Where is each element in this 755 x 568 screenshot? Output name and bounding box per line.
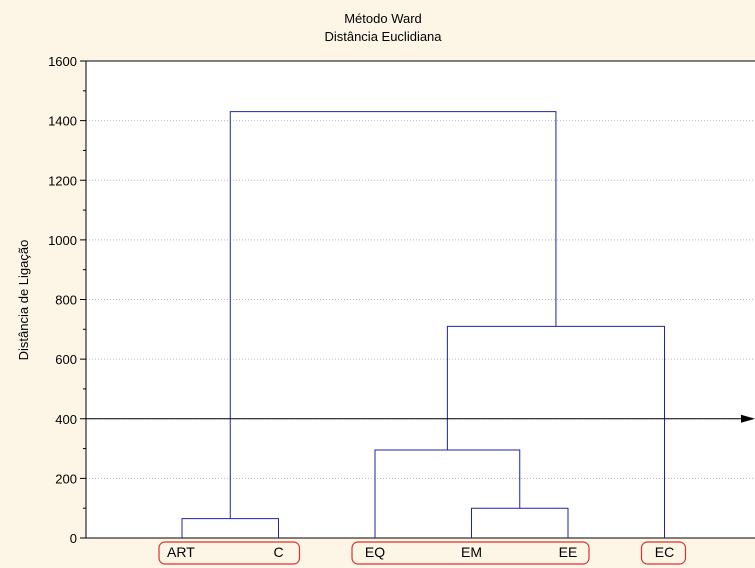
cut-line-arrow-icon (741, 414, 755, 423)
leaf-label: EE (559, 544, 578, 560)
leaf-group-box (158, 541, 301, 565)
branches (181, 111, 665, 538)
dendrogram-branch (181, 518, 279, 538)
plot-area (86, 61, 755, 538)
leaf-label: ART (167, 544, 195, 560)
chart-subtitle: Distância Euclidiana (324, 29, 442, 44)
chart-title: Método Ward (344, 11, 422, 26)
leaf-group-box (351, 541, 590, 565)
y-tick-label: 0 (70, 531, 77, 546)
dendrogram-branch (471, 507, 569, 538)
leaf-label: C (273, 544, 283, 560)
y-tick-label: 1000 (48, 233, 77, 248)
y-tick-label: 200 (55, 471, 77, 486)
y-tick-label: 400 (55, 412, 77, 427)
y-tick-label: 800 (55, 293, 77, 308)
y-tick-label: 1200 (48, 173, 77, 188)
dendrogram-branch (229, 111, 557, 519)
leaf-labels: ART C EQ EM EE EC (158, 541, 687, 565)
leaf-label: EQ (365, 544, 385, 560)
y-tick-label: 1400 (48, 114, 77, 129)
cut-line-group (86, 414, 755, 423)
leaf-group-box (640, 541, 687, 565)
leaf-label: EM (461, 544, 482, 560)
y-tick-label: 600 (55, 352, 77, 367)
y-tick-label: 1600 (48, 54, 77, 69)
axes: 0 200 400 600 800 1000 1200 1400 1600 (48, 54, 755, 546)
y-axis-label: Distância de Ligação (16, 240, 31, 361)
leaf-label: EC (655, 544, 674, 560)
